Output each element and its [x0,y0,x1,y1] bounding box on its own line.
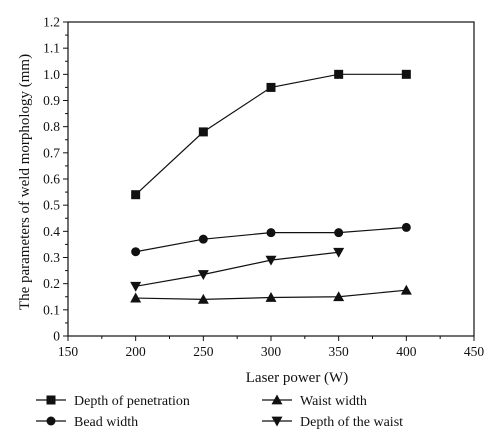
data-point-bead-width [131,247,141,257]
y-tick-label: 0.9 [43,93,60,108]
x-tick-label: 400 [396,344,417,359]
y-tick-label: 0.1 [43,302,60,317]
data-point-depth-of-the-waist [130,281,142,292]
data-point-depth-of-penetration [198,127,208,137]
data-point-waist-width [130,292,142,303]
data-point-bead-width [401,222,411,232]
data-point-depth-of-penetration [131,190,141,200]
legend-label-depth-of-the-waist: Depth of the waist [300,415,403,430]
series-line-depth-of-penetration [135,73,407,196]
legend-label-waist-width: Waist width [300,394,367,409]
y-tick-label: 0 [53,329,60,344]
data-point-depth-of-penetration [334,69,344,79]
data-point-depth-of-the-waist [333,247,345,258]
data-point-depth-of-the-waist [265,255,277,266]
y-tick-label: 1.0 [43,67,60,82]
y-tick-label: 0.8 [43,119,60,134]
x-tick-label: 250 [193,344,214,359]
data-point-waist-width [197,293,209,304]
data-point-bead-width [334,228,344,238]
x-tick-label: 450 [464,344,485,359]
plot-area: 150 200 250 300 350 400 450 0 0.1 0.2 0.3 0.4 0.5 0.6… [43,15,484,360]
x-tick-label: 150 [58,344,79,359]
data-point-depth-of-penetration [266,82,276,92]
plot-frame [67,21,475,337]
y-tick-label: 0.4 [43,224,60,239]
y-tick-label: 0.6 [43,172,60,187]
x-tick-label: 350 [329,344,350,359]
data-point-waist-width [265,292,277,302]
y-tick-label: 1.2 [43,15,60,30]
series-line-depth-of-the-waist [135,251,339,287]
data-point-depth-of-the-waist [197,270,209,281]
legend-label-bead-width: Bead width [74,415,138,430]
y-tick-label: 0.3 [43,250,60,265]
data-point-bead-width [198,234,208,244]
legend-marker-depth-of-penetration [46,395,56,405]
legend: Depth of penetration Waist width Bead widt… [36,394,403,430]
y-tick-label: 1.1 [43,41,60,56]
y-tick-label: 0.5 [43,198,60,213]
x-axis-label: Laser power (W) [246,370,348,386]
y-axis-label: The parameters of weld morphology (mm) [17,54,33,310]
legend-marker-waist-width [271,394,283,405]
data-point-waist-width [400,284,412,295]
x-tick-label: 300 [261,344,282,359]
y-tick-label: 0.7 [43,145,60,160]
data-point-depth-of-penetration [401,69,411,79]
legend-marker-depth-of-the-waist [271,416,283,427]
x-tick-label: 200 [126,344,147,359]
legend-label-depth-of-penetration: Depth of penetration [74,394,190,409]
data-point-waist-width [333,291,345,302]
legend-marker-bead-width [46,416,56,426]
data-point-bead-width [266,228,276,238]
y-tick-label: 0.2 [43,276,60,291]
